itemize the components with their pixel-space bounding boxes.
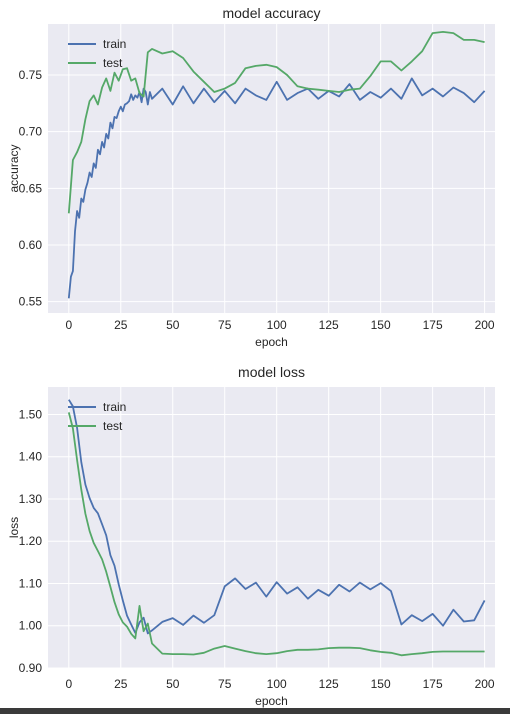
y-axis-label: accuracy: [7, 144, 21, 192]
x-tick-label: 75: [218, 318, 232, 332]
legend-label-train: train: [103, 37, 126, 51]
x-tick-label: 200: [475, 318, 495, 332]
x-tick-label: 150: [371, 677, 391, 691]
chart-title: model accuracy: [222, 5, 320, 21]
y-tick-label: 1.50: [19, 407, 43, 421]
y-tick-label: 1.40: [19, 450, 43, 464]
x-tick-label: 25: [114, 318, 128, 332]
y-tick-label: 0.75: [19, 68, 43, 82]
y-tick-label: 1.10: [19, 576, 43, 590]
chart-title: model loss: [238, 364, 305, 380]
x-tick-label: 125: [319, 677, 339, 691]
x-axis-label: epoch: [255, 335, 288, 349]
legend: train test: [68, 400, 126, 433]
x-tick-label: 50: [166, 677, 180, 691]
series-line-train: [68, 399, 486, 635]
y-tick-label: 0.70: [19, 125, 43, 139]
legend: train test: [68, 37, 126, 70]
x-tick-label: 50: [166, 318, 180, 332]
y-tick-label: 0.55: [19, 295, 43, 309]
x-tick-label: 100: [267, 318, 287, 332]
y-tick-label: 1.00: [19, 619, 43, 633]
y-tick-label: 1.30: [19, 492, 43, 506]
x-tick-label: 175: [423, 677, 443, 691]
x-tick-label: 200: [475, 677, 495, 691]
x-tick-label: 175: [423, 318, 443, 332]
y-tick-label: 1.20: [19, 534, 43, 548]
legend-label-test: test: [103, 56, 123, 70]
series-line-test: [67, 412, 485, 657]
x-axis-label: epoch: [255, 694, 288, 708]
accuracy-chart: 0 25 50 75 100 125 150 175 200 0.55 0.60 0.65 0.70 0.…: [7, 5, 495, 349]
x-tick-label: 0: [65, 677, 72, 691]
loss-chart: 0 25 50 75 100 125 150 175 200 0.90 1.00 1.10 1.20 1.…: [7, 364, 495, 708]
y-axis-label: loss: [7, 517, 21, 538]
y-tick-label: 0.60: [19, 238, 43, 252]
x-tick-label: 25: [114, 677, 128, 691]
legend-label-test: test: [103, 419, 123, 433]
x-tick-label: 100: [267, 677, 287, 691]
bottom-bar: [0, 708, 510, 714]
x-tick-label: 0: [65, 318, 72, 332]
y-tick-label: 0.65: [19, 181, 43, 195]
x-tick-label: 75: [218, 677, 232, 691]
legend-label-train: train: [103, 400, 126, 414]
series-line-test: [67, 31, 485, 214]
y-tick-label: 0.90: [19, 661, 43, 675]
x-tick-label: 125: [319, 318, 339, 332]
x-tick-label: 150: [371, 318, 391, 332]
